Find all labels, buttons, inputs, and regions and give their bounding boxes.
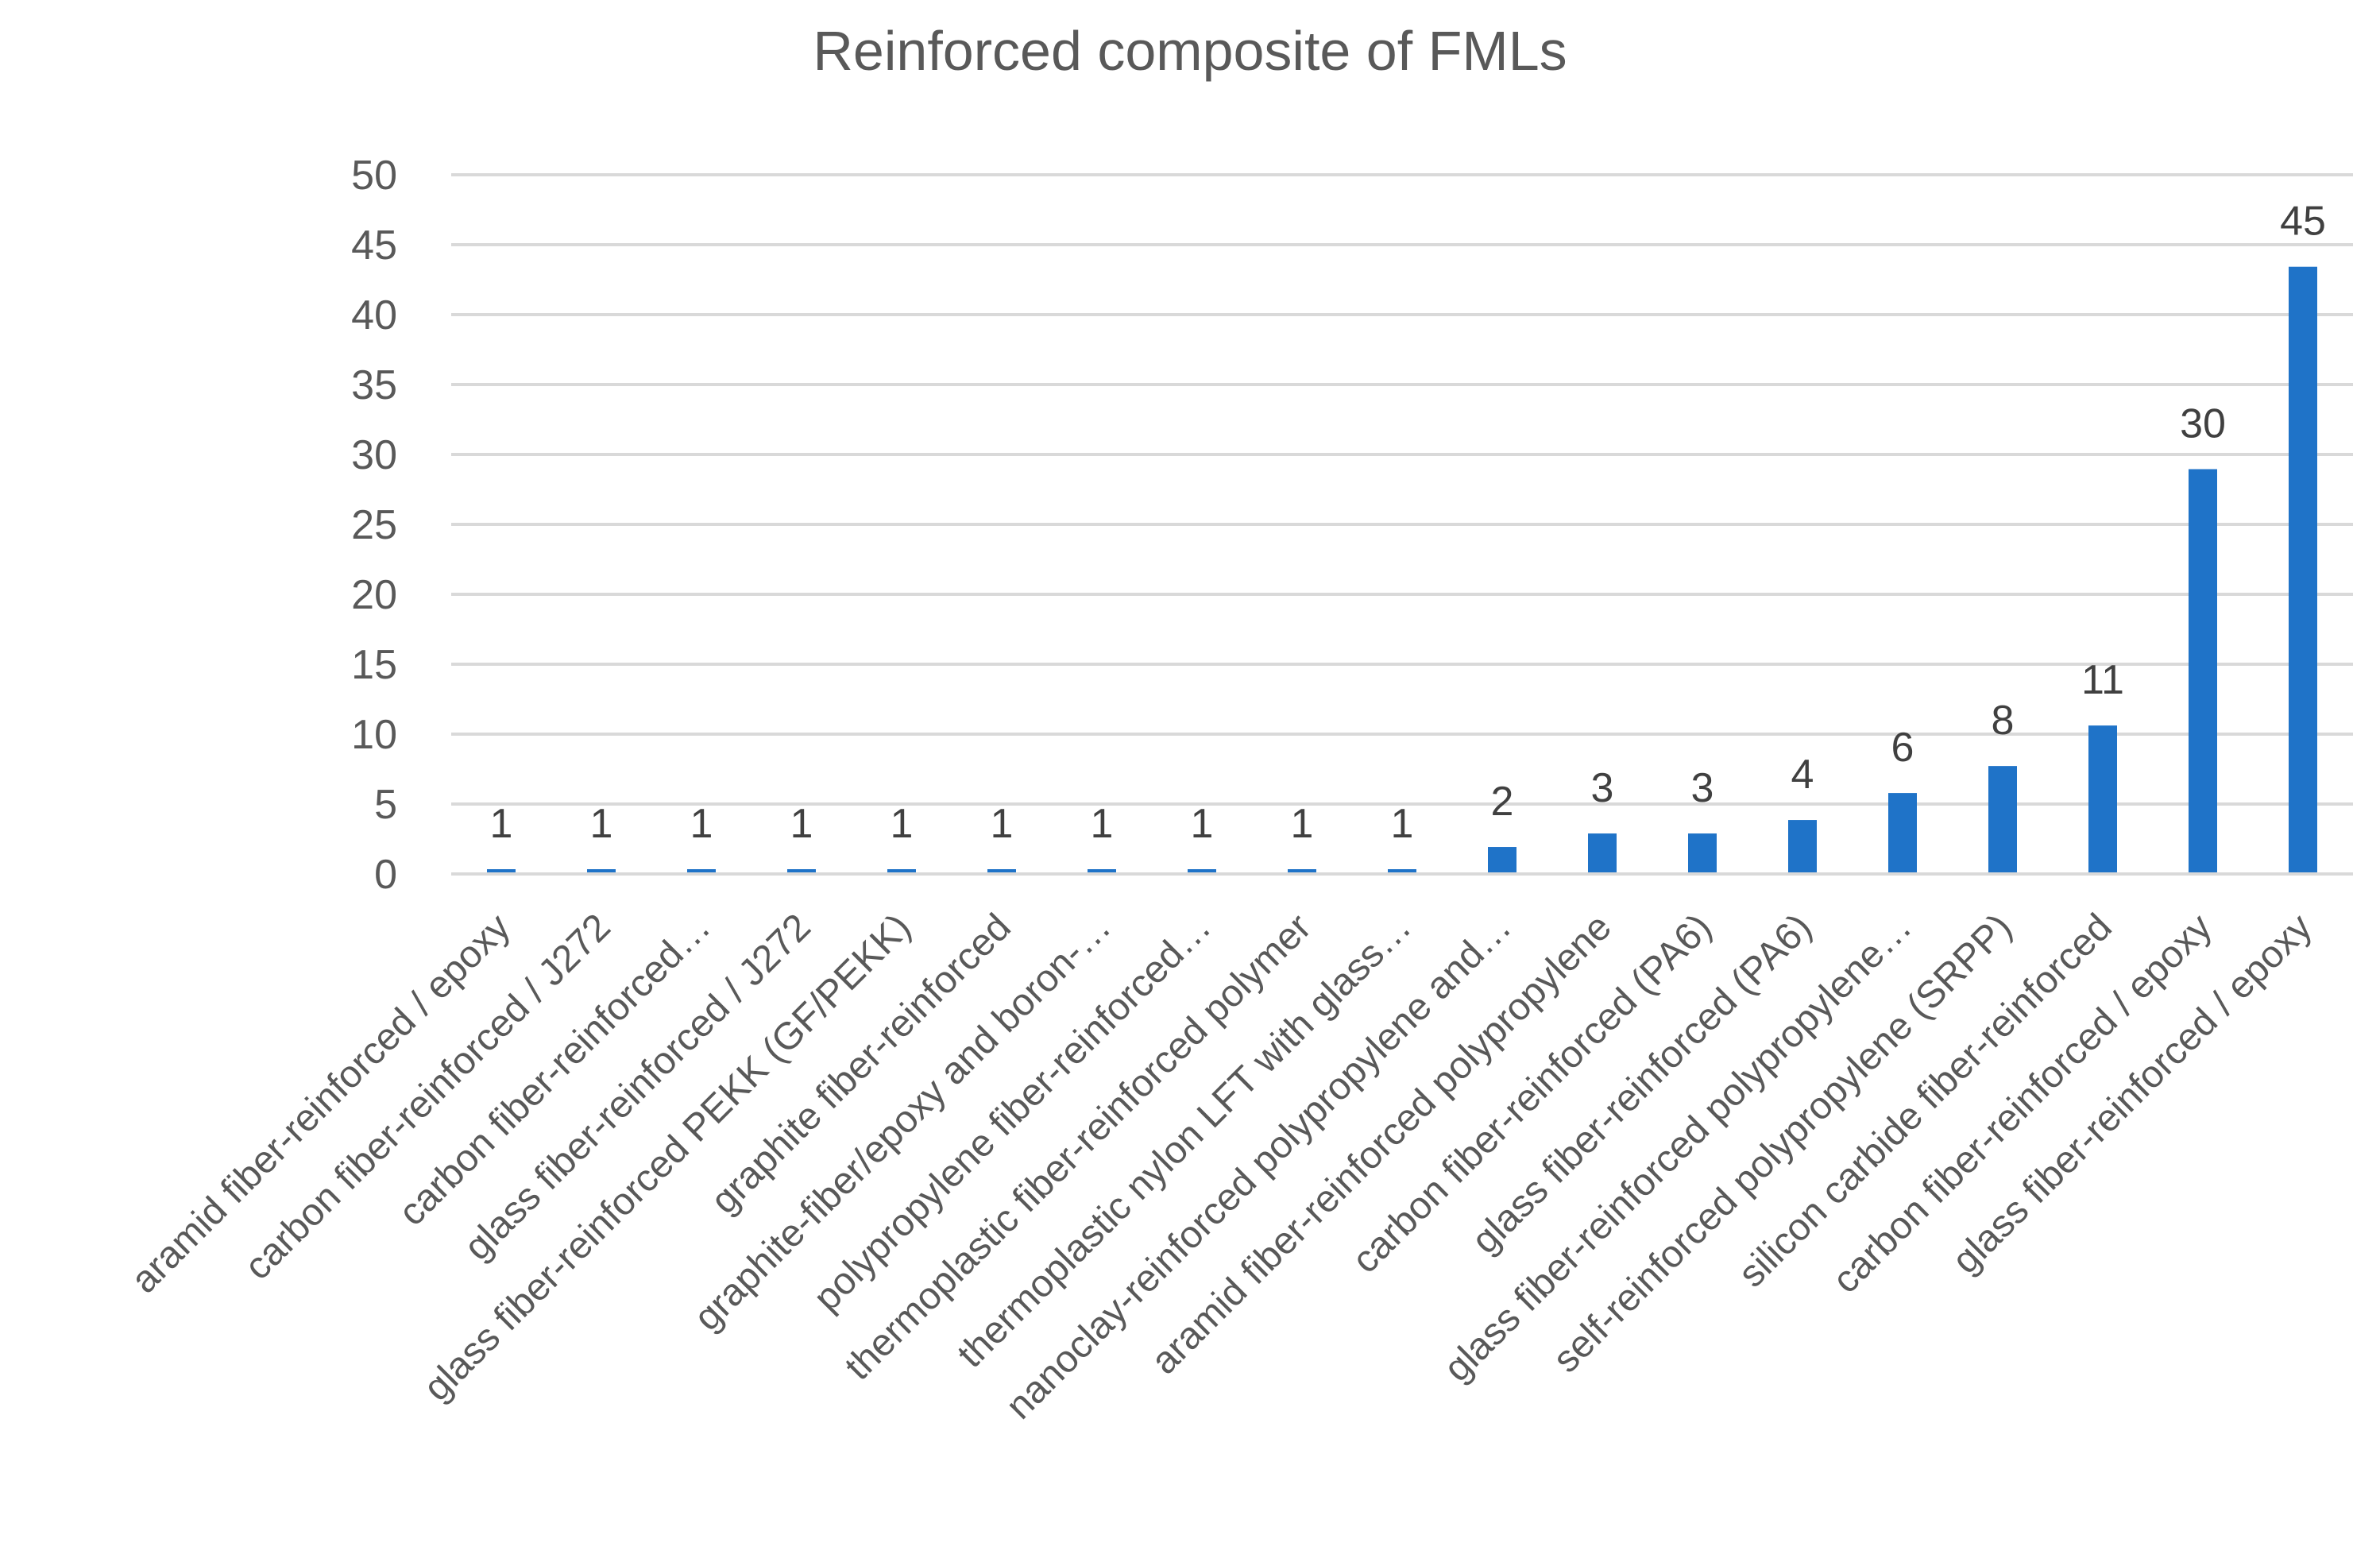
bar	[1788, 820, 1817, 874]
data-label: 3	[1691, 765, 1714, 811]
data-label: 4	[1791, 752, 1814, 798]
data-label: 3	[1591, 765, 1614, 811]
bar	[687, 869, 716, 874]
y-tick-label: 20	[351, 572, 397, 618]
y-tick-label: 10	[351, 712, 397, 758]
bar	[2088, 725, 2117, 874]
data-label: 1	[490, 801, 513, 847]
data-label: 6	[1891, 725, 1914, 771]
y-tick-label: 30	[351, 432, 397, 478]
x-category-label: glass fiber-reinforced / epoxy	[1945, 906, 2320, 1282]
bar	[987, 869, 1016, 874]
data-label: 1	[1291, 801, 1314, 847]
x-category-label: thermoplastic fiber-reinforced polymer	[837, 906, 1319, 1388]
y-axis-ticks: 0 5 10 15 20 25 30 35 40 45 50	[351, 153, 397, 898]
y-tick-label: 40	[351, 292, 397, 338]
data-label: 1	[1191, 801, 1214, 847]
chart-title: Reinforced composite of FMLs	[813, 20, 1567, 82]
bar	[487, 869, 516, 874]
bars	[487, 266, 2317, 875]
data-label: 11	[2081, 657, 2124, 703]
bar	[787, 869, 816, 874]
y-tick-label: 35	[351, 362, 397, 408]
data-label: 1	[1391, 801, 1414, 847]
bar	[2289, 266, 2317, 875]
bar	[1988, 766, 2017, 874]
data-label: 1	[891, 801, 914, 847]
y-tick-label: 15	[351, 642, 397, 688]
data-label: 2	[1491, 779, 1514, 825]
bar	[587, 869, 616, 874]
y-tick-label: 0	[374, 852, 397, 898]
bar	[1888, 793, 1917, 874]
bar	[1288, 869, 1316, 874]
x-category-label: self-reinforced polypropylene (SRPP)	[1545, 906, 2020, 1381]
data-label: 1	[1091, 801, 1114, 847]
data-label: 8	[1992, 698, 2015, 744]
gridlines	[451, 173, 2353, 806]
bar	[1088, 869, 1116, 874]
data-label: 1	[690, 801, 713, 847]
y-tick-label: 50	[351, 153, 397, 199]
x-category-label: aramid fiber-reinforced polypropylene	[1143, 906, 1620, 1382]
data-label: 1	[991, 801, 1014, 847]
bar	[1588, 833, 1617, 874]
y-tick-label: 25	[351, 502, 397, 548]
data-label: 45	[2280, 199, 2326, 245]
bar	[887, 869, 916, 874]
bar	[1488, 847, 1516, 874]
bar	[1388, 869, 1416, 874]
x-category-label: carbon fiber-reinforced (PA6)	[1344, 906, 1720, 1282]
x-category-label: carbon fiber-reinforced / J272	[237, 906, 619, 1288]
bar	[2189, 469, 2217, 874]
bar	[1688, 833, 1717, 874]
data-label: 1	[590, 801, 613, 847]
y-tick-label: 45	[351, 222, 397, 269]
y-tick-label: 5	[374, 782, 397, 828]
data-label: 1	[790, 801, 813, 847]
bar	[1188, 869, 1216, 874]
data-label: 30	[2180, 400, 2226, 447]
